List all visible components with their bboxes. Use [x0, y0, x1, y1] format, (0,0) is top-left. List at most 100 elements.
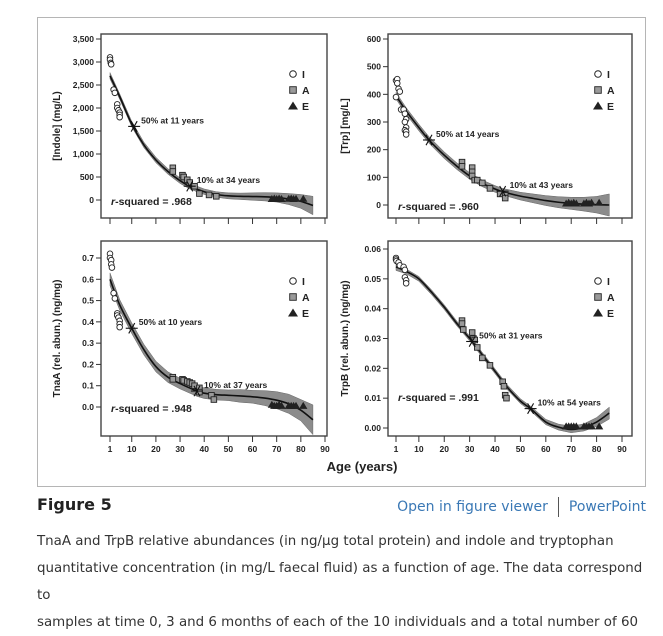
data-point-a [486, 185, 494, 192]
threshold-star-marker [423, 134, 436, 146]
panel-indole: 0 500 1,000 1,500 2,000 2,500 3,000 3,500 [Indol… [52, 33, 328, 224]
data-point-a [503, 394, 510, 402]
data-point-a [213, 193, 220, 200]
y-tick-label: 600 [367, 34, 381, 44]
caption-line: TnaA and TrpB relative abundances (in ng… [37, 534, 614, 549]
legend-label: I [302, 69, 305, 81]
data-point-a [205, 191, 213, 199]
y-axis-label: [Trp] [mg/L] [340, 98, 351, 154]
legend-circle-icon [289, 70, 297, 78]
legend-label: A [607, 85, 615, 97]
y-axis-label: TrpB (rel. abun.) (ng/mg) [340, 280, 351, 396]
data-point-i [402, 131, 410, 138]
data-point-e [595, 422, 604, 430]
data-point-e [572, 422, 581, 430]
x-tick-label: 30 [465, 444, 475, 454]
data-point-i [392, 93, 400, 101]
legend: IAE [593, 69, 615, 113]
threshold-star-marker [466, 336, 479, 347]
legend-square-icon [594, 293, 602, 301]
threshold-star-marker [128, 120, 141, 132]
legend-label: I [607, 276, 610, 288]
legend: IAE [288, 276, 310, 320]
legend: IAE [288, 69, 310, 113]
data-point-e [291, 401, 301, 409]
y-tick-label: 0.3 [82, 338, 94, 348]
legend-circle-icon [594, 70, 602, 78]
data-point-a [458, 320, 466, 327]
x-tick-label: 30 [175, 444, 185, 454]
data-point-i [111, 89, 119, 97]
y-tick-label: 400 [367, 89, 381, 99]
y-tick-label: 0.4 [82, 317, 94, 327]
x-tick-label: 90 [617, 444, 627, 454]
x-tick-label: 60 [248, 444, 258, 454]
threshold-annotation: 10% at 43 years [510, 180, 574, 190]
legend-circle-icon [289, 277, 297, 285]
x-tick-label: 70 [566, 444, 576, 454]
r-squared-label: r-squared = .948 [111, 403, 192, 415]
x-tick-label: 40 [199, 444, 209, 454]
caption-line: quantitative concentration (in mg/L faec… [37, 561, 643, 603]
y-tick-label: 100 [367, 172, 381, 182]
data-point-i [107, 61, 115, 68]
data-point-a [474, 344, 481, 351]
legend-triangle-icon [288, 308, 298, 317]
threshold-annotation: 10% at 34 years [197, 175, 261, 185]
x-tick-label: 1 [394, 444, 399, 454]
y-tick-label: 0.2 [82, 359, 94, 369]
data-point-i [394, 80, 401, 87]
panel-trpb: 0.00 0.01 0.02 0.03 0.04 0.05 0.06 TrpB (rel. a… [340, 240, 633, 454]
caption-line: samples at time 0, 3 and 6 months of eac… [37, 615, 638, 630]
data-point-i [401, 118, 409, 126]
data-point-e [277, 401, 286, 409]
figure-title: Figure 5 [37, 495, 112, 514]
y-tick-label: 0.0 [82, 402, 94, 412]
x-tick-label: 20 [440, 444, 450, 454]
r-squared-label: r-squared = .991 [398, 392, 479, 404]
data-point-i [111, 295, 119, 302]
y-tick-label: 300 [367, 117, 381, 127]
data-point-a [500, 382, 508, 390]
powerpoint-link[interactable]: PowerPoint [568, 499, 646, 515]
legend-label: E [302, 308, 309, 320]
y-tick-label: 3,000 [73, 57, 95, 67]
figure-5-chart: 05001,0001,5002,0002,5003,0003,500[Indol… [52, 33, 633, 474]
data-point-a [479, 179, 486, 187]
data-point-e [587, 198, 596, 206]
data-point-a [169, 168, 177, 175]
x-tick-label: 1 [108, 444, 113, 454]
open-figure-viewer-link[interactable]: Open in figure viewer [397, 499, 548, 515]
legend-square-icon [289, 86, 297, 94]
legend-label: E [607, 101, 614, 113]
y-tick-label: 0.7 [82, 253, 94, 263]
plot-area [392, 254, 610, 434]
y-tick-label: 0.05 [364, 274, 381, 284]
r-squared-label: r-squared = .968 [111, 196, 192, 208]
data-point-i [401, 110, 409, 117]
threshold-annotation: 50% at 10 years [139, 317, 203, 327]
data-point-e [291, 194, 301, 202]
data-point-i [116, 323, 123, 331]
x-tick-label: 60 [541, 444, 551, 454]
y-tick-label: 200 [367, 145, 381, 155]
legend-triangle-icon [593, 308, 603, 317]
data-point-a [468, 329, 476, 336]
legend-label: I [302, 276, 305, 288]
y-tick-label: 0.01 [364, 393, 381, 403]
data-point-a [479, 354, 486, 362]
data-point-a [458, 163, 466, 170]
link-separator [557, 497, 559, 517]
threshold-annotation: 50% at 31 years [479, 330, 543, 340]
threshold-star-marker [190, 385, 203, 397]
y-tick-label: 0.06 [364, 244, 381, 254]
data-point-a [460, 326, 467, 333]
data-point-i [402, 280, 410, 287]
data-point-e [299, 401, 308, 409]
threshold-annotation: 50% at 11 years [141, 115, 204, 125]
data-point-e [595, 198, 604, 206]
data-point-e [587, 422, 596, 430]
x-tick-label: 50 [516, 444, 526, 454]
y-tick-label: 500 [367, 62, 381, 72]
x-tick-label: 80 [296, 444, 306, 454]
